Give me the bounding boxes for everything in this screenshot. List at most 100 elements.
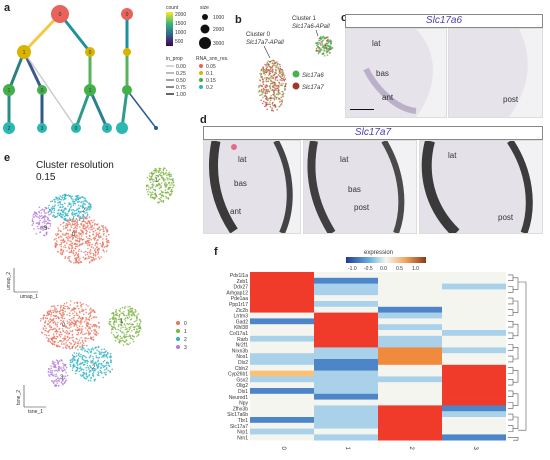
umap-cell-cluster3 [41, 214, 43, 217]
umap-cell-cluster2 [82, 196, 85, 199]
heatmap-cell [314, 393, 378, 400]
umap-cell-cluster0 [58, 229, 60, 231]
heatmap-cell [442, 283, 506, 290]
heatmap-cell [442, 347, 506, 354]
tsne-cell-cluster0 [77, 341, 80, 343]
in-prop-title: in_prop [166, 56, 183, 62]
umap-cell-cluster0 [61, 253, 64, 255]
umap-cell-cluster1 [151, 179, 153, 181]
umap-cell-slc17a6 [267, 74, 270, 77]
tsne-cell-cluster0 [84, 339, 87, 342]
umap-cell-slc17a7 [327, 36, 329, 38]
umap-cell-cluster1 [163, 167, 165, 169]
tsne-cell-cluster0 [55, 314, 57, 317]
gene-label: Gsx2 [236, 377, 248, 383]
umap-cell-cluster1 [146, 176, 149, 179]
tsne-cell-cluster2 [101, 356, 103, 358]
tsne-cell-cluster0 [90, 311, 92, 313]
heatmap-cell [314, 330, 378, 337]
umap-cell-cluster2 [53, 205, 56, 208]
tsne-cell-cluster0 [44, 333, 46, 336]
tsne-cell-cluster3 [61, 362, 64, 365]
umap-cell-slc17a7 [284, 85, 286, 87]
umap-cell-cluster3 [32, 214, 35, 216]
tsne-cell-cluster1 [117, 338, 119, 340]
umap-cell-cluster2 [59, 203, 62, 206]
umap-cell-slc17a7 [315, 49, 317, 52]
heatmap-cell [250, 277, 314, 284]
umap-cell-cluster0 [97, 248, 99, 250]
heatmap-cell [314, 289, 378, 296]
umap-cell-cluster2 [72, 204, 75, 206]
umap-cluster-label: 0 [72, 232, 76, 238]
umap-cell-cluster2 [58, 201, 60, 204]
umap-cell-cluster2 [63, 218, 66, 220]
tsne-cell-cluster0 [61, 317, 64, 320]
umap-cell-cluster3 [31, 218, 34, 220]
tsne-cell-cluster0 [62, 307, 65, 310]
umap-cell-cluster2 [82, 205, 85, 207]
tsne-cell-cluster0 [76, 302, 79, 305]
tsne-cell-cluster0 [75, 312, 78, 314]
umap-cell-cluster2 [62, 210, 64, 212]
umap-cell-slc17a7 [260, 69, 262, 72]
tsne-cell-cluster0 [54, 307, 56, 309]
tsne-cell-cluster2 [77, 353, 80, 356]
umap-cell-cluster0 [103, 251, 105, 253]
umap-cell-cluster1 [154, 180, 156, 182]
tsne-cell-cluster1 [117, 318, 120, 321]
tsne-cell-cluster2 [92, 373, 94, 375]
umap-cell-slc17a7 [264, 105, 266, 108]
umap-cell-cluster2 [82, 217, 84, 220]
umap-cell-cluster0 [82, 231, 84, 234]
tsne-cell-cluster1 [114, 319, 116, 321]
umap-cell-cluster0 [84, 225, 86, 227]
tsne-cell-cluster1 [124, 341, 127, 343]
umap-cell-cluster3 [41, 208, 44, 211]
tsne-cell-cluster2 [88, 371, 91, 373]
tsne-cell-cluster2 [102, 361, 105, 363]
umap-cell-cluster0 [63, 221, 65, 224]
umap-cell-cluster2 [74, 202, 76, 205]
gene-label: Dlx1 [238, 389, 248, 395]
heatmap-cell [314, 376, 378, 383]
tsne-cell-cluster2 [79, 355, 82, 358]
dendrogram-branch [513, 437, 519, 441]
tsne-cell-cluster0 [96, 326, 98, 328]
umap-cell-cluster1 [165, 183, 168, 185]
heatmap-cell [314, 347, 378, 354]
tsne-cell-cluster0 [53, 335, 55, 337]
tsne-cell-cluster1 [123, 313, 125, 316]
gene-label: Nrp1 [237, 430, 248, 436]
tsne-cell-cluster0 [73, 302, 76, 304]
umap-cell-cluster0 [78, 216, 80, 219]
umap-cell-cluster0 [77, 254, 79, 257]
tsne-cell-cluster0 [74, 321, 77, 324]
umap-cell-slc17a6 [277, 98, 280, 100]
tsne-cell-cluster0 [75, 337, 78, 340]
umap-cell-slc17a6 [264, 74, 266, 76]
umap-cell-cluster0 [73, 227, 75, 230]
umap-cell-cluster0 [79, 258, 81, 260]
umap-cell-slc17a6 [268, 78, 271, 80]
tsne-cell-cluster0 [91, 317, 93, 320]
tsne-cell-cluster1 [128, 334, 131, 336]
tsne-cell-cluster0 [64, 335, 66, 337]
umap-cell-cluster1 [163, 179, 165, 182]
legend-dot-slc17a6 [292, 70, 300, 78]
tsne-cell-cluster3 [52, 375, 54, 377]
tsne-cell-cluster2 [96, 367, 99, 369]
tsne-cell-cluster0 [52, 328, 54, 331]
tsne-cell-cluster0 [56, 330, 59, 333]
tsne-cell-cluster2 [102, 364, 104, 367]
tsne-cell-cluster2 [97, 374, 100, 377]
heatmap-cell [378, 277, 442, 284]
tsne-cell-cluster0 [60, 306, 62, 308]
tsne-cell-cluster1 [123, 340, 125, 342]
tsne-cell-cluster0 [77, 343, 80, 345]
tsne-cell-cluster1 [129, 314, 131, 316]
tsne-cell-cluster1 [116, 337, 118, 339]
umap-cell-slc17a7 [283, 76, 285, 78]
tsne-cell-cluster0 [70, 310, 72, 312]
tree-node [37, 123, 47, 133]
